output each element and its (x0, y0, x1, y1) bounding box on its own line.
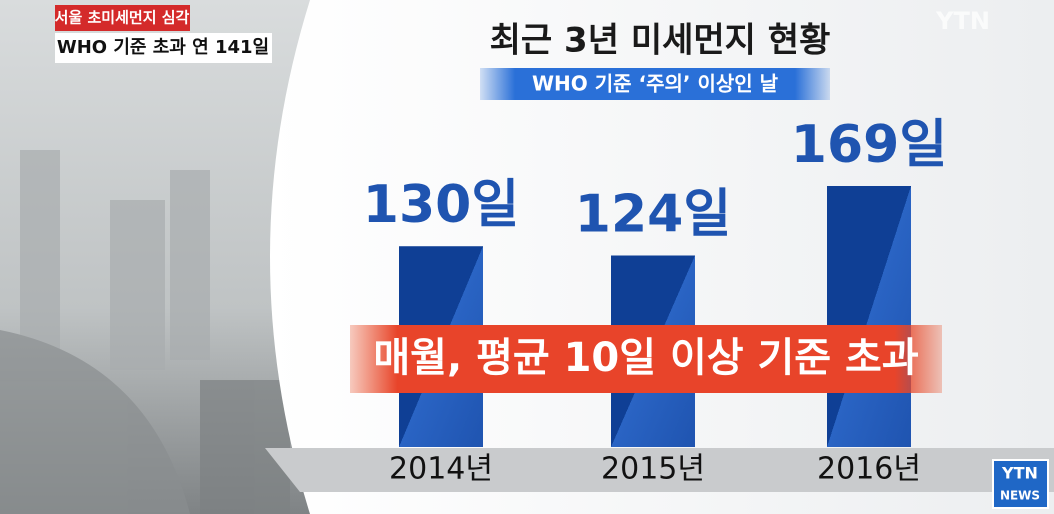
x-tick-label: 2016년 (817, 452, 921, 487)
value-label: 169일 (791, 115, 947, 175)
bar (827, 186, 911, 447)
value-label: 130일 (363, 175, 519, 235)
city-silhouette (0, 150, 290, 514)
caption-box (55, 33, 272, 63)
caption-headline: 서울 초미세먼지 심각 (55, 9, 190, 27)
value-label: 124일 (575, 184, 731, 244)
x-tick-label: 2015년 (601, 452, 705, 487)
axis-band (265, 448, 1054, 492)
watermark: YTN (935, 7, 990, 35)
chart-title: 최근 3년 미세먼지 현황 (490, 21, 831, 61)
annotation-banner (350, 325, 942, 393)
chart-subtitle: WHO 기준 ‘주의’ 이상인 날 (532, 72, 779, 96)
corner-logo-top: YTN (1001, 464, 1038, 483)
corner-logo-bottom: NEWS (1000, 489, 1040, 503)
subtitle-bar (480, 68, 830, 100)
corner-logo (992, 459, 1049, 509)
caption-tag (55, 5, 190, 31)
x-tick-label: 2014년 (389, 452, 493, 487)
caption-subline: WHO 기준 초과 연 141일 (57, 37, 269, 58)
annotation: 매월, 평균 10일 이상 기준 초과 (373, 335, 918, 381)
